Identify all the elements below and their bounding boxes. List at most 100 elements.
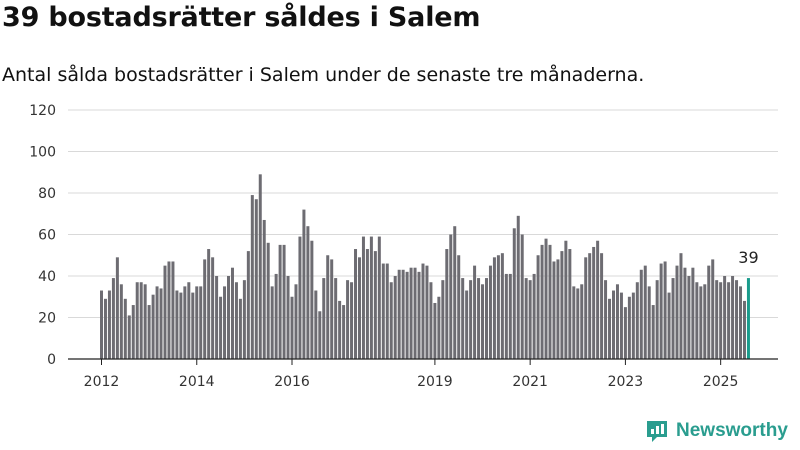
bar [572,286,576,360]
bar [310,240,314,359]
bar [361,236,365,359]
bar [183,286,187,360]
bar [123,298,127,359]
bar [334,278,338,359]
bar [735,280,739,359]
bar [492,257,496,359]
last-value-label: 39 [738,248,758,267]
bar [413,267,417,359]
bar [131,305,135,359]
bar [401,269,405,359]
bar [381,263,385,359]
bar [516,215,520,359]
bar [508,273,512,359]
bar [425,265,429,360]
bar [711,259,715,359]
x-tick-label: 2014 [179,374,215,390]
bar [580,284,584,359]
bar [687,276,691,359]
bar [159,288,163,359]
bar [417,271,421,359]
bar [163,265,167,360]
bar [111,278,115,359]
bar [742,300,746,359]
bar [631,292,635,359]
x-tick-label: 2019 [417,374,453,390]
bar [500,253,504,359]
bar [469,280,473,359]
bar [135,282,139,359]
bar [544,238,548,359]
bar [270,286,274,360]
bar [520,234,524,359]
bar [306,226,310,359]
bar [600,253,604,359]
bar [588,253,592,359]
bar [703,284,707,359]
bar [707,265,711,360]
bar [354,249,358,359]
bar [643,265,647,360]
bar [219,296,223,359]
bar [147,305,151,359]
bar [731,276,735,359]
bar [369,236,373,359]
bar [385,263,389,359]
bar [719,282,723,359]
bar [230,267,234,359]
bar [409,267,413,359]
bar [314,290,318,359]
bar [647,286,651,360]
bar [227,276,231,359]
bar [556,259,560,359]
brand-logo: Newsworthy [644,418,788,444]
bar [254,199,258,359]
bar [151,294,155,359]
bar [453,226,457,359]
bar [429,282,433,359]
bar [488,265,492,360]
y-tick-label: 40 [38,269,56,285]
bar [623,307,627,360]
bar [405,271,409,359]
bar [619,292,623,359]
bar [282,244,286,360]
bar [615,284,619,359]
bar [659,263,663,359]
y-tick-label: 100 [29,145,56,161]
bar [477,278,481,359]
newsworthy-logo-icon [647,421,667,442]
bar [393,276,397,359]
bar [532,273,536,359]
bar [727,282,731,359]
bar [608,298,612,359]
bar [326,255,330,359]
bar [568,249,572,359]
bar [318,311,322,359]
bar [421,263,425,359]
bar [107,290,111,359]
bar [679,253,683,359]
bar [612,290,615,359]
bar [242,280,246,359]
bar [560,251,564,359]
bar [167,261,171,359]
bar [139,282,143,359]
bar [576,288,580,359]
page-subtitle: Antal sålda bostadsrätter i Salem under … [2,64,645,86]
bar [496,255,500,359]
bar [604,280,608,359]
bar [739,286,743,360]
bar [536,255,540,359]
bar [691,267,695,359]
y-tick-label: 0 [47,352,56,368]
bar [481,284,485,359]
x-axis-labels: 2012 2014 2016 2019 2021 2023 2025 [84,359,738,390]
y-axis-labels: 0 20 40 60 80 100 120 [29,103,56,368]
y-tick-label: 60 [38,228,56,244]
bar [119,284,123,359]
bar [223,286,227,360]
bar [286,276,290,359]
x-tick-label: 2021 [512,374,548,390]
